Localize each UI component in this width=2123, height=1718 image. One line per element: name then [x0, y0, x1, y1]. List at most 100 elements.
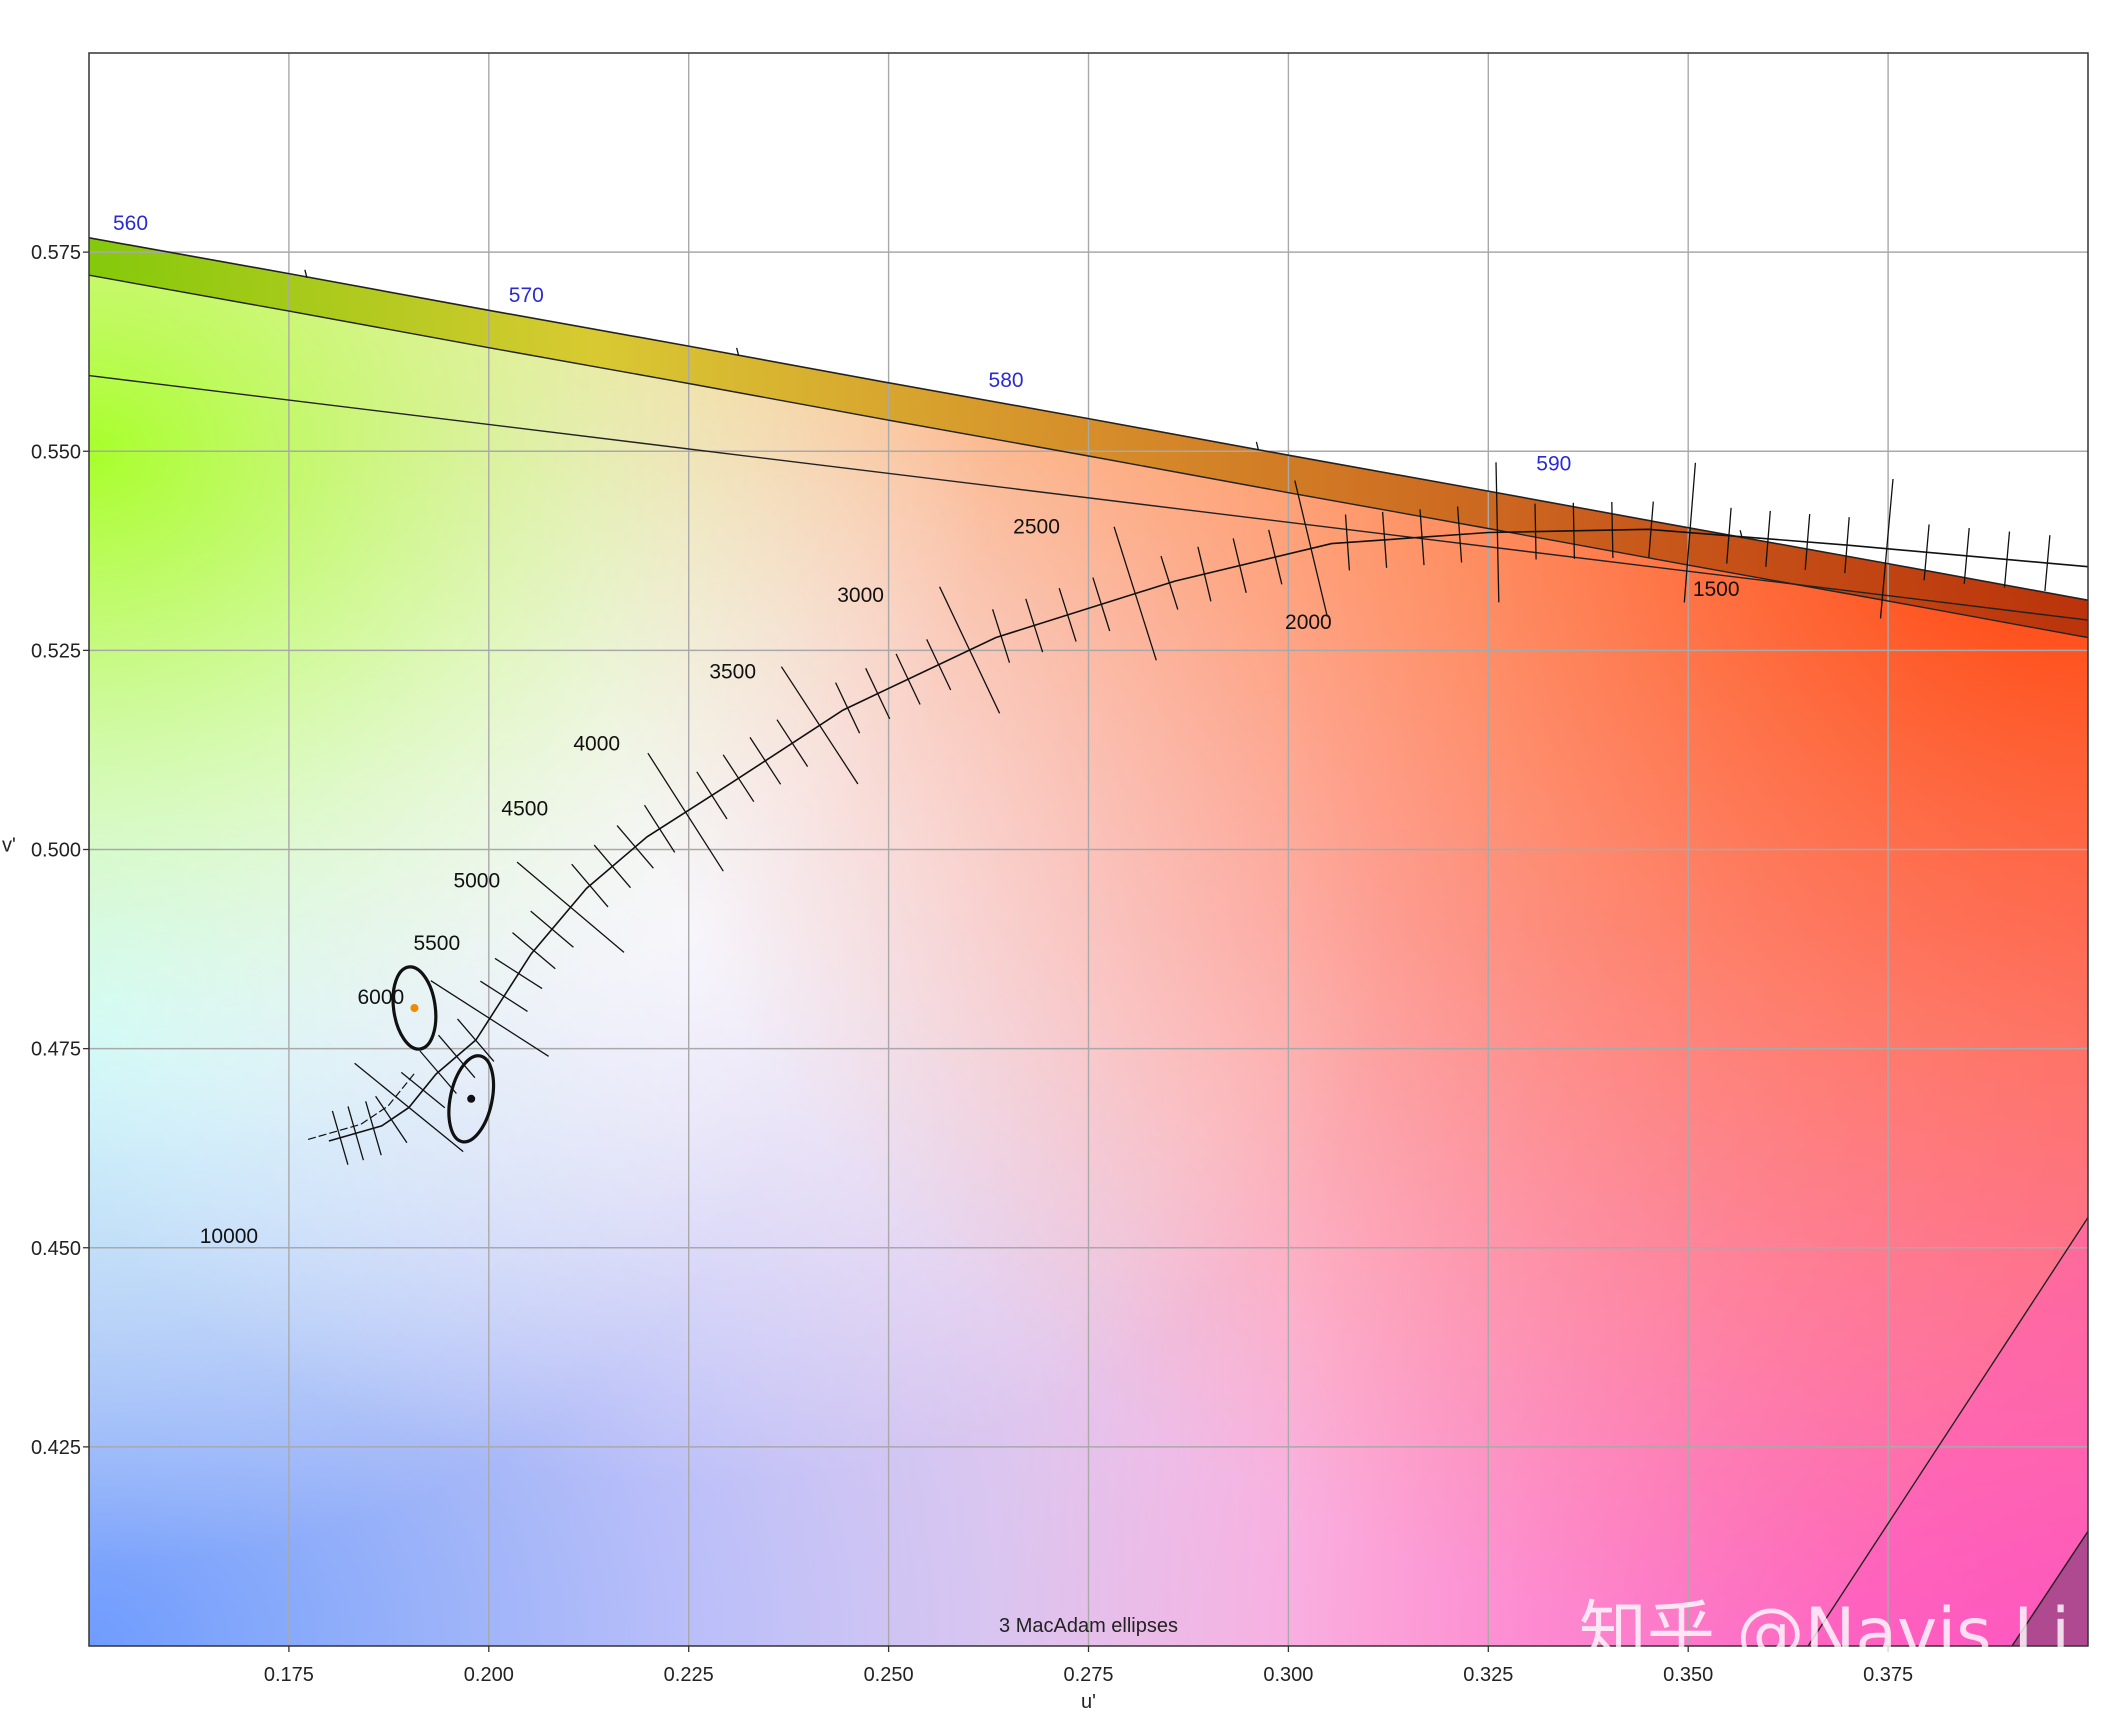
x-tick-label: 0.175 [264, 1664, 314, 1686]
isotherm-tick [494, 957, 543, 990]
y-tick-label: 0.450 [31, 1238, 81, 1260]
isotherm-tick [1197, 546, 1212, 602]
isotherm-tick [1923, 524, 1930, 581]
isotherm-tick [1160, 555, 1179, 610]
cct-label: 6000 [357, 986, 404, 1009]
isotherm-tick [457, 1018, 495, 1062]
isotherm-tick [647, 752, 724, 872]
x-tick-label: 0.250 [864, 1664, 914, 1686]
watermark: 知乎 @Navis Li [1579, 1594, 2070, 1673]
y-tick-label: 0.475 [31, 1039, 81, 1061]
isotherm-tick [776, 719, 809, 767]
isotherm-tick [1683, 462, 1697, 603]
isotherm-tick [438, 1034, 476, 1079]
isotherm-tick [430, 980, 549, 1057]
isotherm-tick [1113, 526, 1157, 661]
macadam-ellipse [447, 1054, 496, 1144]
isotherm-tick [1648, 501, 1654, 558]
isotherm-tick [331, 1110, 349, 1165]
isotherm-tick [1456, 506, 1463, 563]
x-tick-label: 0.225 [664, 1664, 714, 1686]
planckian-locus-lower [307, 1072, 416, 1140]
macadam-ellipse [391, 965, 438, 1051]
isotherm-tick [1025, 598, 1044, 653]
y-tick-label: 0.500 [31, 840, 81, 862]
x-tick-label: 0.200 [464, 1664, 514, 1686]
isotherm-tick [1092, 577, 1111, 632]
wavelength-label: 590 [1536, 453, 1571, 476]
wavelength-label: 570 [509, 284, 544, 307]
inner-locus-line [89, 274, 2088, 639]
isotherm-tick [1344, 514, 1351, 571]
y-tick-label: 0.575 [31, 242, 81, 264]
isotherm-tick [1534, 503, 1537, 560]
isotherm-tick [530, 910, 574, 948]
isotherm-tick [895, 653, 921, 705]
isotherm-tick [1879, 478, 1894, 619]
isotherm-tick [365, 1101, 382, 1156]
isotherm-tick [1804, 514, 1811, 570]
wavelength-tick [1255, 441, 1260, 451]
wavelength-tick [304, 269, 308, 278]
cct-label: 3000 [837, 584, 884, 607]
isotherm-tick [991, 609, 1011, 663]
isotherm-tick [1381, 511, 1388, 568]
y-tick-label: 0.425 [31, 1437, 81, 1459]
isotherm-tick [1844, 517, 1850, 574]
isotherm-tick [400, 1071, 446, 1109]
isotherm-tick [1058, 588, 1077, 642]
isotherm-tick [1495, 462, 1500, 603]
isotherm-tick [347, 1106, 365, 1161]
cct-label: 2500 [1013, 515, 1060, 538]
isotherm-tick [1611, 501, 1614, 559]
x-tick-label: 0.300 [1263, 1664, 1313, 1686]
purple-line-2 [2011, 1530, 2088, 1646]
cct-label: 2000 [1285, 611, 1332, 634]
isotherm-tick [835, 682, 861, 734]
isotherm-tick [722, 754, 755, 803]
isotherm-tick [616, 825, 654, 869]
x-tick-label: 0.375 [1863, 1664, 1913, 1686]
cct-label: 10000 [200, 1225, 258, 1248]
cct-label: 4500 [501, 797, 548, 820]
x-tick-label: 0.325 [1463, 1664, 1513, 1686]
isotherm-tick [593, 844, 631, 889]
isotherm-tick [375, 1095, 408, 1144]
purple-line [1807, 1217, 2088, 1646]
cct-label: 1500 [1693, 578, 1740, 601]
isotherm-tick [1765, 510, 1771, 567]
isotherm-tick [1294, 480, 1328, 617]
x-axis-title: u' [1081, 1691, 1096, 1713]
chord-line [89, 374, 2088, 621]
isotherm-tick [2044, 535, 2051, 592]
wavelength-tick [1739, 530, 1743, 539]
cct-label: 5500 [413, 932, 460, 955]
cct-label: 4000 [573, 733, 620, 756]
isotherm-tick [2003, 531, 2011, 588]
isotherm-tick [419, 1050, 457, 1094]
isotherm-tick [1419, 509, 1425, 566]
isotherm-tick [571, 863, 609, 908]
locus-curves [89, 237, 2088, 1646]
isotherm-tick [939, 586, 1001, 714]
cct-label: 5000 [453, 870, 500, 893]
isotherm-tick [480, 980, 528, 1012]
isotherm-tick [1726, 507, 1732, 564]
macadam-caption: 3 MacAdam ellipses [999, 1615, 1178, 1637]
y-tick-label: 0.550 [31, 441, 81, 463]
axes: 0.175 0.200 0.225 0.250 0.275 0.300 0.325 0.350… [31, 242, 1913, 1686]
isotherm-tick [696, 771, 728, 820]
isotherm-tick [749, 737, 782, 785]
wavelength-label: 560 [113, 212, 148, 235]
isotherm-tick [1232, 538, 1247, 593]
isotherm-tick [643, 804, 676, 853]
isotherm-tick [354, 1062, 464, 1153]
x-tick-label: 0.275 [1063, 1664, 1113, 1686]
isotherm-tick [865, 668, 891, 720]
isotherm-tick [1268, 529, 1283, 585]
wavelength-tick [736, 347, 740, 357]
wavelength-label: 580 [989, 369, 1024, 392]
isotherm-tick [516, 861, 625, 953]
gridlines [89, 53, 2088, 1646]
